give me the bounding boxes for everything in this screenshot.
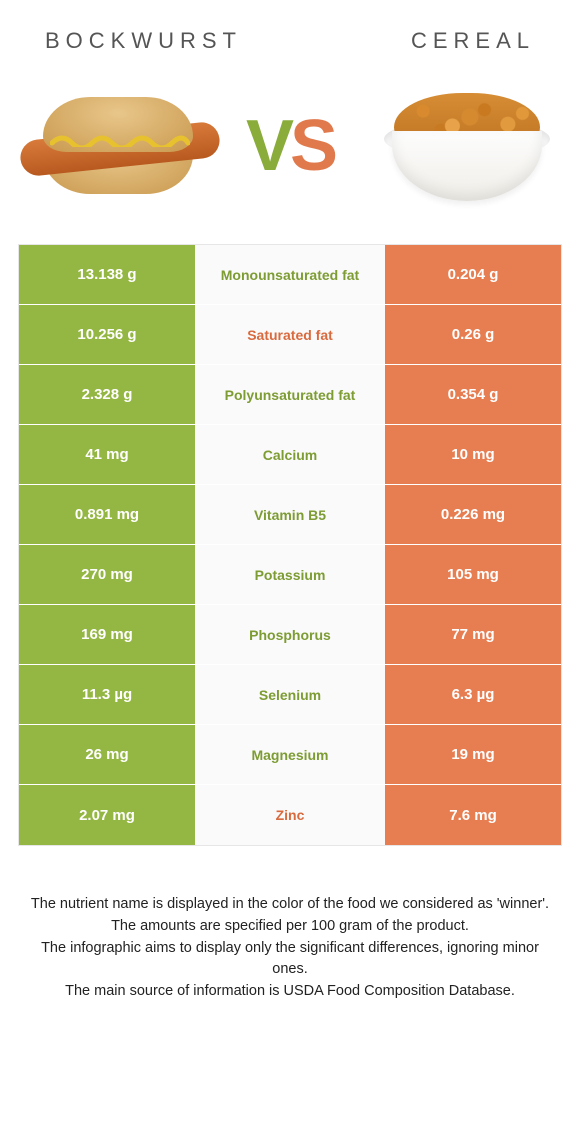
vs-v: V <box>246 105 290 187</box>
table-row: 10.256 gSaturated fat0.26 g <box>19 305 561 365</box>
nutrient-label-cell: Polyunsaturated fat <box>195 365 385 424</box>
right-value-cell: 0.354 g <box>385 365 561 424</box>
hero-row: V S <box>0 54 580 244</box>
table-row: 169 mgPhosphorus77 mg <box>19 605 561 665</box>
left-value-cell: 169 mg <box>19 605 195 664</box>
right-value-cell: 0.26 g <box>385 305 561 364</box>
table-row: 11.3 µgSelenium6.3 µg <box>19 665 561 725</box>
left-value-cell: 0.891 mg <box>19 485 195 544</box>
hotdog-icon <box>28 91 208 201</box>
right-value-cell: 0.226 mg <box>385 485 561 544</box>
right-value-cell: 77 mg <box>385 605 561 664</box>
nutrient-label-cell: Potassium <box>195 545 385 604</box>
comparison-table: 13.138 gMonounsaturated fat0.204 g10.256… <box>18 244 562 846</box>
right-value-cell: 105 mg <box>385 545 561 604</box>
left-value-cell: 11.3 µg <box>19 665 195 724</box>
vs-label: V S <box>246 105 334 187</box>
cereal-icon <box>372 81 552 211</box>
right-value-cell: 19 mg <box>385 725 561 784</box>
table-row: 13.138 gMonounsaturated fat0.204 g <box>19 245 561 305</box>
nutrient-label-cell: Monounsaturated fat <box>195 245 385 304</box>
left-value-cell: 26 mg <box>19 725 195 784</box>
title-row: BOCKWURST CEREAL <box>0 0 580 54</box>
right-value-cell: 0.204 g <box>385 245 561 304</box>
left-value-cell: 10.256 g <box>19 305 195 364</box>
nutrient-label-cell: Magnesium <box>195 725 385 784</box>
right-value-cell: 7.6 mg <box>385 785 561 845</box>
left-value-cell: 270 mg <box>19 545 195 604</box>
table-row: 270 mgPotassium105 mg <box>19 545 561 605</box>
left-value-cell: 2.07 mg <box>19 785 195 845</box>
table-row: 2.07 mgZinc7.6 mg <box>19 785 561 845</box>
table-row: 41 mgCalcium10 mg <box>19 425 561 485</box>
nutrient-label-cell: Saturated fat <box>195 305 385 364</box>
nutrient-label-cell: Phosphorus <box>195 605 385 664</box>
nutrient-label-cell: Calcium <box>195 425 385 484</box>
footer-line: The infographic aims to display only the… <box>30 938 550 982</box>
left-food-title: BOCKWURST <box>45 28 242 54</box>
nutrient-label-cell: Zinc <box>195 785 385 845</box>
footer-line: The nutrient name is displayed in the co… <box>30 894 550 916</box>
left-value-cell: 2.328 g <box>19 365 195 424</box>
mustard-icon <box>50 133 190 147</box>
footer-line: The main source of information is USDA F… <box>30 981 550 1003</box>
left-value-cell: 13.138 g <box>19 245 195 304</box>
footer-line: The amounts are specified per 100 gram o… <box>30 916 550 938</box>
right-value-cell: 6.3 µg <box>385 665 561 724</box>
right-food-title: CEREAL <box>411 28 535 54</box>
nutrient-label-cell: Selenium <box>195 665 385 724</box>
left-food-image <box>18 76 218 216</box>
table-row: 26 mgMagnesium19 mg <box>19 725 561 785</box>
vs-s: S <box>290 105 334 187</box>
right-food-image <box>362 76 562 216</box>
right-value-cell: 10 mg <box>385 425 561 484</box>
footer-notes: The nutrient name is displayed in the co… <box>0 846 580 1003</box>
nutrient-label-cell: Vitamin B5 <box>195 485 385 544</box>
left-value-cell: 41 mg <box>19 425 195 484</box>
table-row: 2.328 gPolyunsaturated fat0.354 g <box>19 365 561 425</box>
table-row: 0.891 mgVitamin B50.226 mg <box>19 485 561 545</box>
